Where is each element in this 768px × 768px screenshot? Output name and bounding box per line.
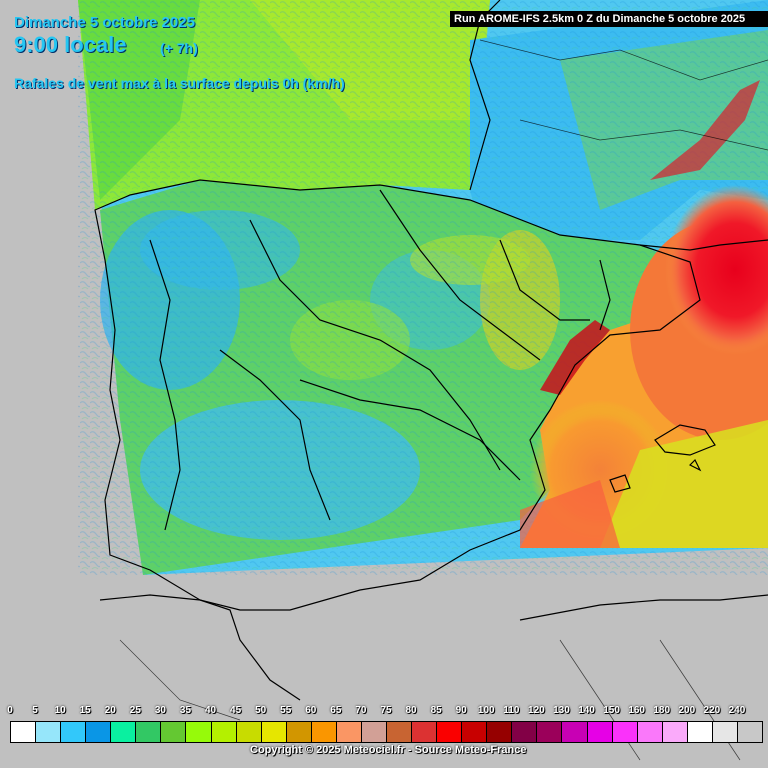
legend-swatch — [636, 721, 663, 743]
legend-swatch — [210, 721, 237, 743]
legend-tick-label: 130 — [553, 705, 570, 716]
legend-swatch — [386, 721, 413, 743]
legend-swatch — [85, 721, 112, 743]
legend-swatch — [335, 721, 362, 743]
legend-swatch — [135, 721, 162, 743]
legend-tick-label: 45 — [230, 705, 242, 716]
legend-tick-label: 0 — [7, 705, 13, 716]
legend-tick-label: 140 — [578, 705, 595, 716]
legend-tick-label: 15 — [79, 705, 91, 716]
legend-tick-label: 220 — [703, 705, 721, 716]
legend-tick-label: 30 — [154, 705, 166, 716]
legend-tick-label: 90 — [455, 705, 467, 716]
legend-swatch — [360, 721, 387, 743]
legend-tick-label: 5 — [32, 705, 38, 716]
legend-tick-label: 55 — [280, 705, 292, 716]
legend-swatch — [486, 721, 513, 743]
map-description: Rafales de vent max à la surface depuis … — [14, 75, 345, 91]
legend-tick-label: 70 — [355, 705, 367, 716]
legend-swatch — [285, 721, 312, 743]
legend-tick-label: 120 — [528, 705, 545, 716]
legend-tick-label: 240 — [728, 705, 746, 716]
legend-tick-label: 160 — [628, 705, 645, 716]
legend-swatch — [235, 721, 262, 743]
legend-swatch — [185, 721, 212, 743]
legend-swatch — [461, 721, 488, 743]
color-scale-legend: 0 5 10 15 20 25 30 35 40 45 50 55 60 65 70 75 80 85 90 100 1… — [7, 705, 763, 745]
legend-swatch — [60, 721, 87, 743]
legend-tick-label: 65 — [330, 705, 342, 716]
legend-tick-label: 100 — [477, 705, 495, 716]
legend-swatch — [411, 721, 438, 743]
legend-swatch — [611, 721, 638, 743]
legend-tick-label: 35 — [179, 705, 192, 716]
legend-tick-label: 200 — [678, 705, 696, 716]
legend-swatch — [110, 721, 137, 743]
legend-swatch — [511, 721, 538, 743]
legend-tick-label: 75 — [380, 705, 392, 716]
legend-swatch — [661, 721, 688, 743]
legend-swatch — [10, 721, 37, 743]
legend-swatch — [686, 721, 713, 743]
legend-tick-label: 20 — [104, 705, 116, 716]
legend-swatch — [436, 721, 463, 743]
legend-swatch — [310, 721, 337, 743]
legend-tick-label: 60 — [305, 705, 317, 716]
legend-tick-label: 150 — [603, 705, 620, 716]
legend-tick-label: 180 — [653, 705, 671, 716]
legend-tick-label: 50 — [255, 705, 267, 716]
legend-swatch — [260, 721, 287, 743]
legend-swatch — [736, 721, 763, 743]
legend-swatch — [711, 721, 738, 743]
copyright-text: Copyright © 2025 Meteociel.fr - Source M… — [250, 744, 527, 756]
legend-tick-label: 25 — [129, 705, 141, 716]
legend-tick-label: 40 — [204, 705, 217, 716]
legend-tick-label: 85 — [430, 705, 442, 716]
date-label: Dimanche 5 octobre 2025 — [14, 14, 195, 31]
legend-swatch — [160, 721, 187, 743]
legend-tick-label: 80 — [405, 705, 417, 716]
offset-label: (+ 7h) — [160, 40, 198, 56]
legend-tick-label: 110 — [503, 705, 520, 716]
legend-swatch — [35, 721, 62, 743]
legend-swatch — [561, 721, 588, 743]
time-label: 9:00 locale — [14, 32, 127, 57]
legend-swatch — [536, 721, 563, 743]
legend-tick-label: 10 — [54, 705, 66, 716]
run-info: Run AROME-IFS 2.5km 0 Z du Dimanche 5 oc… — [450, 11, 768, 27]
legend-swatch — [586, 721, 613, 743]
